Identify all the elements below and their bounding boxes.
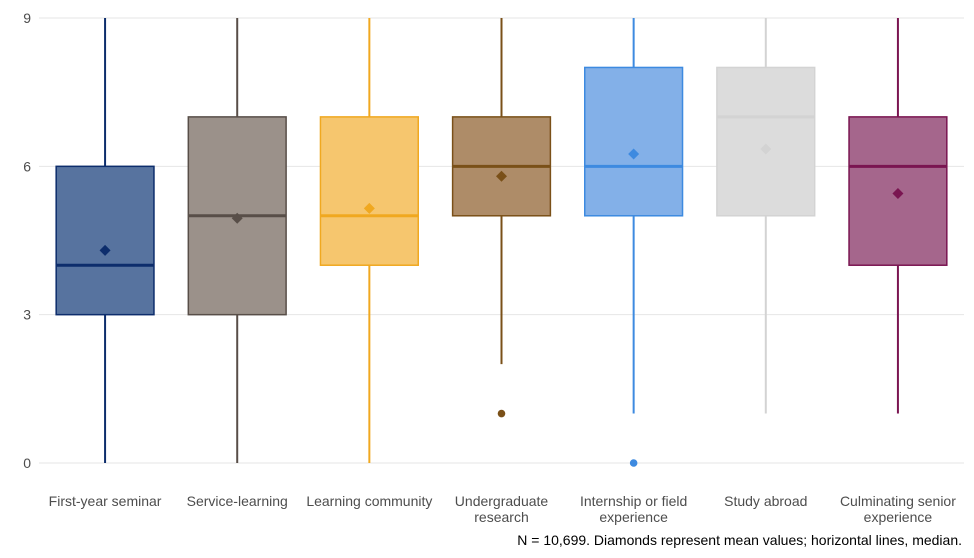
box-group-2 bbox=[187, 18, 287, 463]
y-tick-label-9: 9 bbox=[23, 10, 31, 26]
box-group-6 bbox=[716, 18, 816, 414]
box-group-5 bbox=[584, 18, 684, 467]
x-category-label: Study abroad bbox=[724, 493, 807, 509]
iqr-box bbox=[584, 66, 684, 217]
iqr-box bbox=[848, 116, 948, 266]
x-category-label: experience bbox=[864, 509, 933, 525]
outlier-point bbox=[629, 459, 638, 467]
boxes bbox=[55, 18, 948, 467]
y-tick-label-6: 6 bbox=[23, 158, 31, 174]
mean-diamond bbox=[99, 244, 111, 256]
mean-diamond bbox=[760, 143, 772, 155]
y-tick-label-3: 3 bbox=[23, 307, 31, 323]
x-category-label: Culminating senior bbox=[840, 493, 956, 509]
y-tick-label-0: 0 bbox=[23, 455, 31, 471]
mean-diamond bbox=[363, 202, 375, 214]
box-group-4 bbox=[451, 18, 552, 418]
iqr-box bbox=[55, 165, 155, 316]
x-axis-labels: First-year seminar Service-learning Learni… bbox=[49, 493, 957, 525]
x-category-label: experience bbox=[599, 509, 668, 525]
x-category-label: Learning community bbox=[306, 493, 432, 509]
mean-diamond bbox=[628, 148, 640, 160]
x-category-label: Internship or field bbox=[580, 493, 687, 509]
x-category-label: Service-learning bbox=[187, 493, 288, 509]
x-category-label: Undergraduate bbox=[455, 493, 549, 509]
iqr-box bbox=[319, 116, 420, 266]
mean-diamond bbox=[892, 188, 904, 200]
y-axis-ticks: 0 3 6 9 bbox=[23, 10, 31, 471]
box-group-3 bbox=[319, 18, 420, 463]
iqr-box bbox=[716, 66, 816, 217]
x-category-label: research bbox=[474, 509, 528, 525]
box-group-1 bbox=[55, 18, 155, 463]
x-category-label: First-year seminar bbox=[49, 493, 162, 509]
mean-diamond bbox=[231, 212, 243, 224]
mean-diamond bbox=[496, 170, 507, 182]
outlier-point bbox=[497, 409, 506, 418]
chart-caption: N = 10,699. Diamonds represent mean valu… bbox=[517, 532, 962, 548]
box-group-7 bbox=[848, 18, 948, 414]
